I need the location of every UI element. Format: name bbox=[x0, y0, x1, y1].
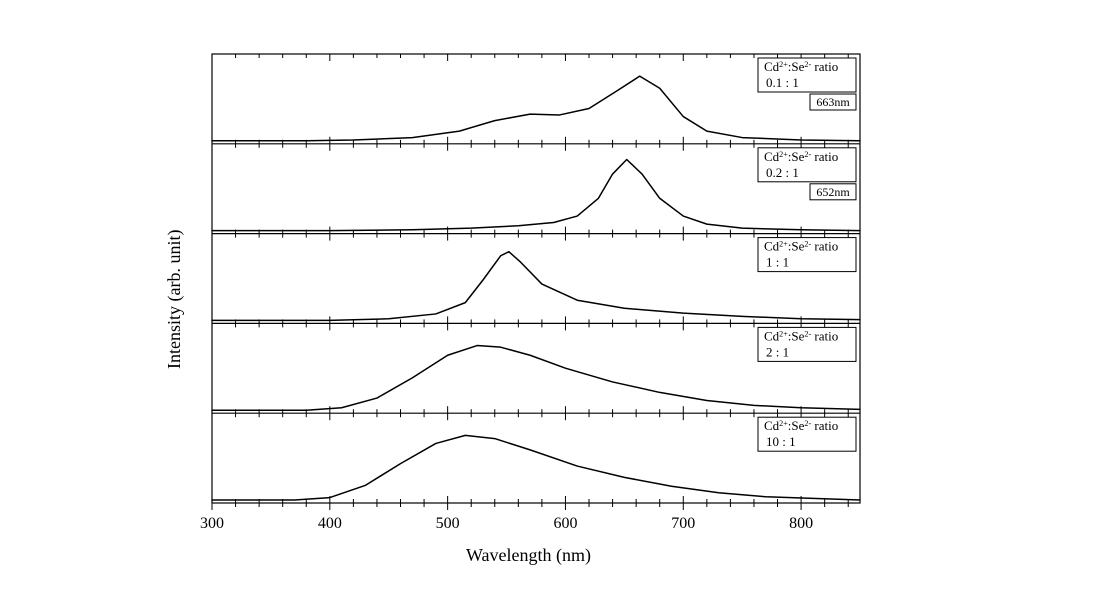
ratio-legend-value: 1 : 1 bbox=[766, 255, 789, 270]
x-tick-label: 300 bbox=[200, 515, 224, 532]
ratio-legend-title: Cd2+:Se2- ratio bbox=[764, 59, 838, 74]
ratio-legend-title: Cd2+:Se2- ratio bbox=[764, 418, 838, 433]
x-axis-label: Wavelength (nm) bbox=[466, 545, 591, 566]
ratio-legend-value: 2 : 1 bbox=[766, 344, 789, 359]
y-axis-label: Intensity (arb. unit) bbox=[164, 229, 185, 368]
ratio-legend-title: Cd2+:Se2- ratio bbox=[764, 149, 838, 164]
ratio-legend-title: Cd2+:Se2- ratio bbox=[764, 239, 838, 254]
x-tick-label: 600 bbox=[553, 515, 577, 532]
x-tick-label: 500 bbox=[436, 515, 460, 532]
x-tick-label: 800 bbox=[789, 515, 813, 532]
ratio-legend-value: 0.2 : 1 bbox=[766, 165, 799, 180]
x-tick-label: 700 bbox=[671, 515, 695, 532]
ratio-legend-title: Cd2+:Se2- ratio bbox=[764, 328, 838, 343]
peak-nm-label: 652nm bbox=[816, 185, 850, 199]
ratio-legend-value: 10 : 1 bbox=[766, 434, 796, 449]
peak-nm-label: 663nm bbox=[816, 95, 850, 109]
x-tick-label: 400 bbox=[318, 515, 342, 532]
ratio-legend-value: 0.1 : 1 bbox=[766, 75, 799, 90]
